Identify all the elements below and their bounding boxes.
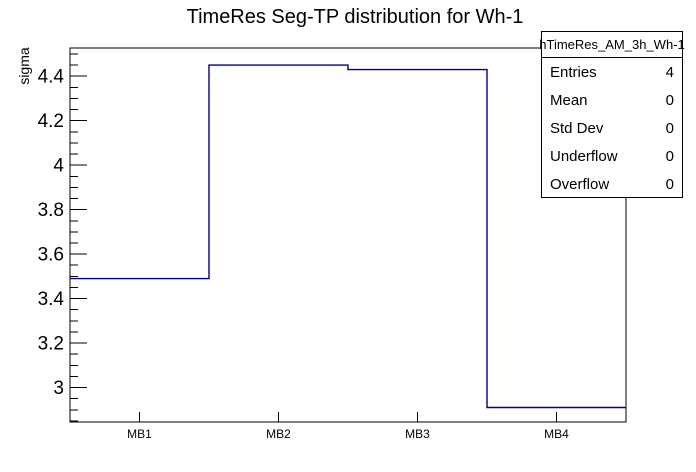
x-axis-tick-label: MB3: [405, 427, 430, 441]
stats-row-label: Mean: [550, 91, 588, 109]
stats-box-title: hTimeRes_AM_3h_Wh-1: [539, 32, 685, 58]
x-axis-tick-label: MB1: [127, 427, 152, 441]
plot-frame: [69, 47, 627, 423]
stats-row: Entries 4: [542, 58, 682, 86]
y-axis-tick-label: 3: [53, 378, 64, 399]
stats-row-value: 4: [665, 63, 674, 81]
stats-row-label: Entries: [550, 63, 597, 81]
chart-title: TimeRes Seg-TP distribution for Wh-1: [186, 6, 524, 28]
stats-box: hTimeRes_AM_3h_Wh-1 Entries 4 Mean 0 Std Dev…: [539, 31, 685, 198]
stats-row-value: 0: [665, 91, 674, 109]
y-axis-tick-label: 3.8: [38, 200, 64, 221]
y-axis-tick-label: 3.6: [38, 245, 64, 266]
y-axis-tick-label: 4.4: [38, 67, 65, 88]
stats-row-label: Underflow: [550, 147, 618, 165]
stats-row-label: Std Dev: [550, 119, 604, 137]
stats-row-value: 0: [665, 119, 674, 137]
y-axis-tick-label: 3.4: [38, 289, 65, 310]
y-axis-tick-label: 4: [53, 156, 64, 177]
stats-row: Overflow 0: [542, 170, 682, 198]
stats-row: Mean 0: [542, 86, 682, 114]
x-axis-tick-label: MB4: [544, 427, 569, 441]
histogram-step-line: [70, 64, 626, 409]
stats-row: Underflow 0: [542, 142, 682, 170]
stats-row-value: 0: [665, 175, 674, 193]
y-axis-tick-label: 4.2: [38, 111, 64, 132]
stats-row: Std Dev 0: [542, 114, 682, 142]
x-axis-tick-label: MB2: [266, 427, 291, 441]
y-axis-tick-label: 3.2: [38, 334, 64, 355]
stats-row-label: Overflow: [550, 175, 610, 193]
stats-rows: Entries 4 Mean 0 Std Dev 0 Underflow 0 Overflow 0: [542, 58, 682, 198]
stats-row-value: 0: [665, 147, 674, 165]
